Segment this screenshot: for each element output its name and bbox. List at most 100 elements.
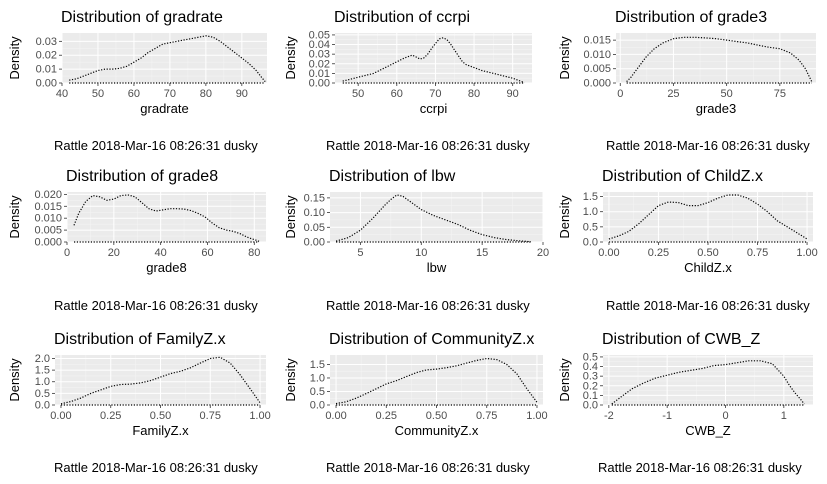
chart-3: 0 25 50 75 0.000 0.005 0.010 0.015 Distribution … [557, 9, 816, 153]
y-axis-label: Density [283, 36, 298, 80]
y-tick-label: 0.5 [583, 221, 598, 233]
y-tick-label: 0.02 [36, 50, 57, 62]
chart-1: 40 50 60 70 80 90 0.00 0.01 0.02 0.03 Distribution… [7, 9, 267, 153]
y-axis-label: Density [557, 358, 572, 402]
y-tick-label: 0.000 [583, 78, 611, 90]
chart-6: 0.00 0.25 0.50 0.75 1.00 0.0 0.5 1.0 1.5 Distribu… [557, 168, 818, 313]
x-axis-label: CWB_Z [685, 423, 731, 438]
density-line [60, 356, 261, 405]
chart-title: Distribution of grade8 [66, 168, 218, 185]
chart-title: Distribution of grade3 [615, 9, 767, 26]
y-tick-label: 0.0 [583, 237, 598, 249]
x-tick-label: 0.00 [50, 410, 71, 422]
x-tick-label: 0 [722, 410, 728, 422]
y-tick-label: 0.3 [583, 371, 598, 383]
density-line [335, 357, 538, 405]
x-tick-label: 90 [236, 88, 248, 100]
y-tick-label: 1.5 [35, 365, 50, 377]
footer-caption: Rattle 2018-Mar-16 08:26:31 dusky [606, 138, 810, 153]
x-tick-label: 1.00 [249, 410, 270, 422]
chart-title: Distribution of CommunityZ.x [329, 331, 534, 348]
y-tick-label: 0.00 [309, 78, 330, 90]
density-line [335, 194, 531, 243]
x-tick-label: 1.00 [526, 410, 547, 422]
y-tick-label: 0.1 [583, 390, 598, 402]
panel-background [616, 33, 816, 83]
y-tick-label: 1.0 [583, 206, 598, 218]
x-tick-label: 0.00 [325, 410, 346, 422]
x-tick-label: 40 [155, 247, 167, 259]
y-axis-label: Density [283, 195, 298, 239]
x-tick-label: 0.25 [376, 410, 397, 422]
chart-9: -2 -1 0 1 0.00.10.20.30.40.5 Distribution of … [557, 331, 813, 475]
x-tick-label: 80 [468, 88, 480, 100]
x-tick-label: 20 [537, 247, 549, 259]
y-tick-label: 0.00 [36, 78, 57, 90]
x-tick-label: 70 [429, 88, 441, 100]
x-tick-label: -2 [604, 410, 614, 422]
x-tick-label: 50 [352, 88, 364, 100]
y-tick-label: 0.05 [304, 222, 325, 234]
x-tick-label: 0.25 [100, 410, 121, 422]
y-tick-label: 0.05 [309, 29, 330, 41]
y-tick-label: 0.005 [583, 63, 611, 75]
x-tick-label: 0.75 [200, 410, 221, 422]
footer-caption: Rattle 2018-Mar-16 08:26:31 dusky [54, 460, 258, 475]
footer-caption: Rattle 2018-Mar-16 08:26:31 dusky [598, 460, 802, 475]
x-tick-label: 0 [617, 88, 623, 100]
y-tick-label: 1.0 [310, 372, 325, 384]
chart-title: Distribution of ccrpi [334, 9, 470, 26]
y-axis-label: Density [7, 36, 22, 80]
x-tick-label: 0.50 [150, 410, 171, 422]
x-tick-label: 70 [164, 88, 176, 100]
chart-title: Distribution of FamilyZ.x [54, 331, 226, 348]
panel-background [67, 192, 266, 242]
y-tick-label: 0.03 [36, 36, 57, 48]
x-axis-label: grade8 [146, 260, 186, 275]
x-axis-label: ccrpi [420, 101, 448, 116]
density-line [626, 36, 813, 83]
density-line [69, 35, 266, 82]
x-tick-label: 0.00 [598, 247, 619, 259]
x-tick-label: 80 [248, 247, 260, 259]
panel-background [603, 355, 813, 405]
y-axis-label: Density [557, 195, 572, 239]
x-axis-label: gradrate [140, 101, 188, 116]
y-axis-label: Density [7, 195, 22, 239]
footer-caption: Rattle 2018-Mar-16 08:26:31 dusky [54, 298, 258, 313]
chart-title: Distribution of lbw [329, 168, 456, 185]
x-tick-label: 60 [201, 247, 213, 259]
x-tick-label: 0.50 [426, 410, 447, 422]
y-axis-label: Density [557, 36, 572, 80]
x-tick-label: 0 [64, 247, 70, 259]
y-tick-label: 2.0 [35, 353, 50, 365]
chart-2: 50 60 70 80 90 0.000.010.020.030.040.05 Distri… [283, 9, 532, 153]
x-tick-label: 80 [200, 88, 212, 100]
y-tick-label: 0.5 [310, 386, 325, 398]
density-line [611, 360, 805, 405]
chart-title: Distribution of ChildZ.x [602, 168, 763, 185]
y-tick-label: 0.015 [34, 201, 62, 213]
x-tick-label: 0.50 [697, 247, 718, 259]
y-tick-label: 1.0 [35, 376, 50, 388]
footer-caption: Rattle 2018-Mar-16 08:26:31 dusky [54, 138, 258, 153]
y-tick-label: 0.2 [583, 380, 598, 392]
y-tick-label: 1.5 [310, 359, 325, 371]
y-tick-label: 0.00 [304, 237, 325, 249]
x-axis-label: CommunityZ.x [395, 423, 479, 438]
x-tick-label: 60 [391, 88, 403, 100]
x-tick-label: 60 [128, 88, 140, 100]
x-tick-label: 90 [507, 88, 519, 100]
y-tick-label: 0.4 [583, 361, 598, 373]
footer-caption: Rattle 2018-Mar-16 08:26:31 dusky [326, 138, 530, 153]
x-tick-label: 10 [415, 247, 427, 259]
y-tick-label: 0.5 [583, 351, 598, 363]
x-axis-label: ChildZ.x [684, 260, 732, 275]
y-tick-label: 0.01 [36, 64, 57, 76]
x-tick-label: -1 [662, 410, 672, 422]
y-tick-label: 0.020 [34, 189, 62, 201]
density-line [73, 194, 260, 242]
y-tick-label: 0.02 [309, 58, 330, 70]
